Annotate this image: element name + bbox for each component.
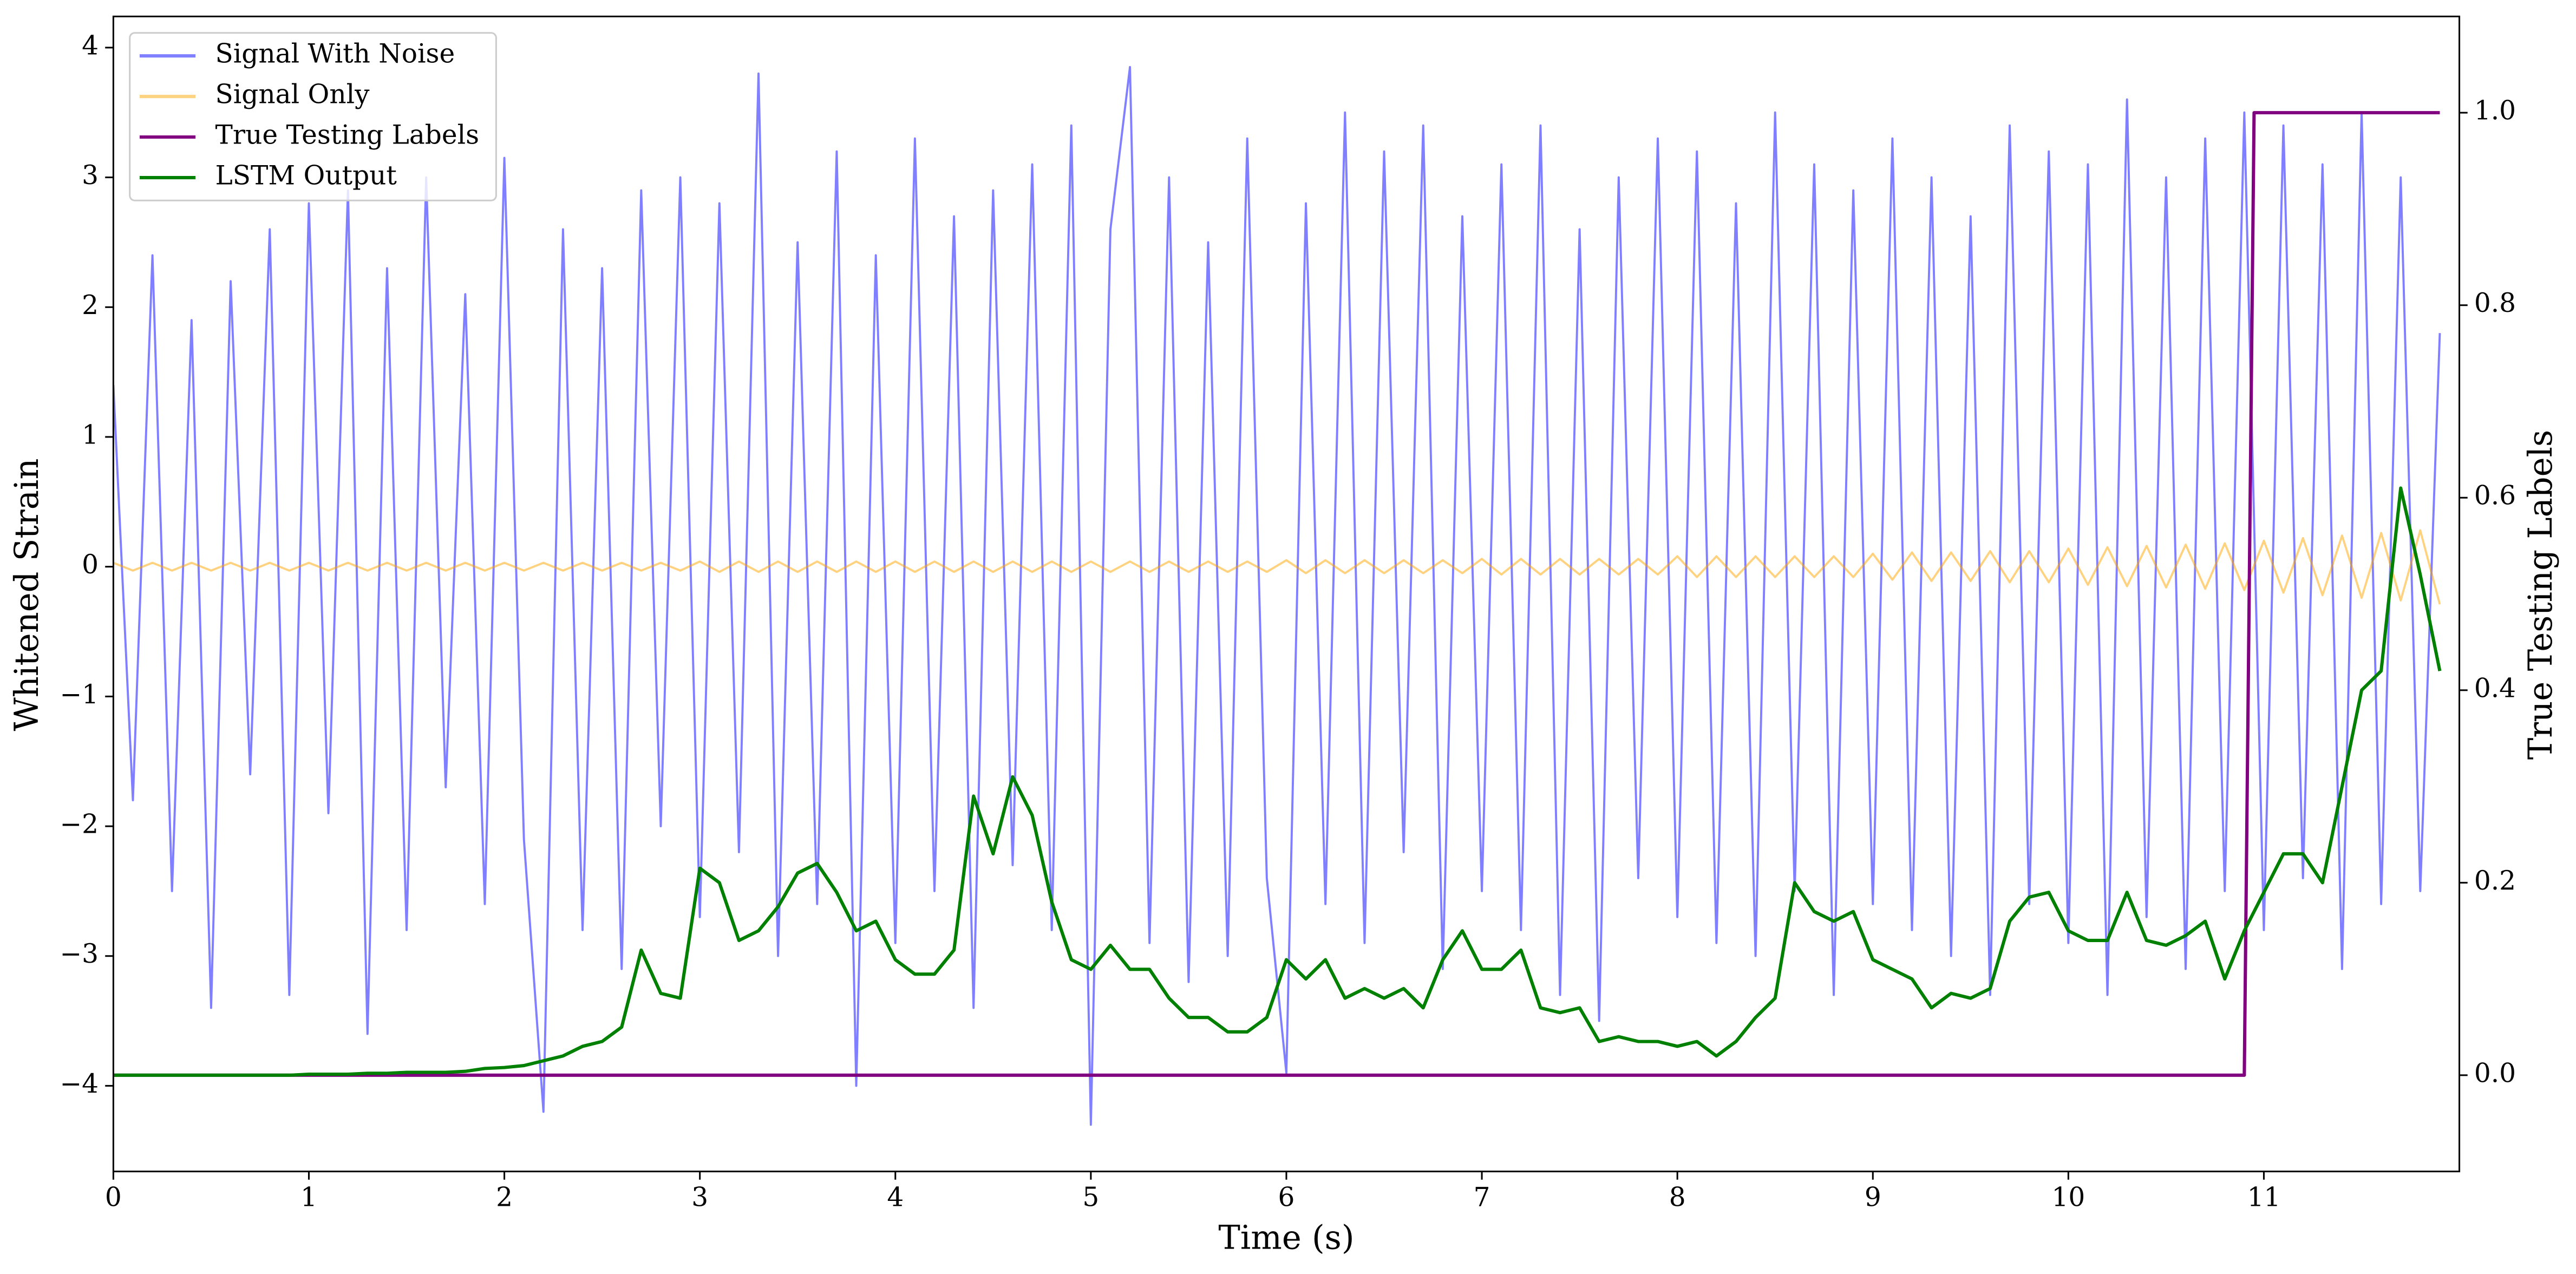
- legend: Signal With Noise Signal Only True Testing…: [129, 32, 497, 201]
- x-tick-label: 6: [1278, 1182, 1295, 1213]
- legend-text: True Testing Labels: [215, 120, 480, 151]
- x-tick-label: 3: [691, 1182, 708, 1213]
- y2-tick-label: 0.0: [2474, 1058, 2516, 1088]
- y2-axis-label: True Testing Labels: [2522, 430, 2560, 760]
- y2-tick-label: 1.0: [2474, 96, 2516, 126]
- series-line: [113, 486, 2442, 1077]
- legend-text: LSTM Output: [215, 161, 397, 191]
- plot-frame: [112, 15, 2461, 1173]
- y2-tick-label: 0.4: [2474, 673, 2516, 703]
- x-tick-label: 5: [1082, 1182, 1099, 1213]
- y2-tick-label: 0.8: [2474, 288, 2516, 318]
- x-tick-label: 10: [2051, 1182, 2085, 1213]
- x-axis-label: Time (s): [1218, 1219, 1354, 1257]
- x-tick-label: 2: [496, 1182, 513, 1213]
- x-tick-label: 4: [887, 1182, 904, 1213]
- y-tick-label: −1: [60, 680, 99, 710]
- x-tick-label: 11: [2247, 1182, 2281, 1213]
- x-tick-label: 8: [1669, 1182, 1686, 1213]
- legend-text: Signal Only: [215, 80, 370, 110]
- plot-area: [113, 66, 2442, 1126]
- x-tick-label: 9: [1865, 1182, 1881, 1213]
- legend-text: Signal With Noise: [215, 39, 455, 69]
- y-tick-label: 4: [82, 30, 99, 61]
- y-tick-label: −4: [60, 1069, 99, 1099]
- y2-tick-label: 0.6: [2474, 481, 2516, 511]
- y-tick-label: 3: [82, 160, 99, 191]
- y-tick-label: −3: [60, 939, 99, 969]
- y-tick-label: 1: [82, 420, 99, 450]
- x-tick-label: 0: [105, 1182, 122, 1213]
- series-line: [113, 529, 2441, 605]
- x-tick-label: 1: [300, 1182, 317, 1213]
- series-line: [113, 66, 2441, 1126]
- y-tick-label: 0: [82, 550, 99, 580]
- y-tick-label: −2: [60, 809, 99, 840]
- legend-box: [129, 32, 497, 201]
- y2-tick-label: 0.2: [2474, 866, 2516, 896]
- y-tick-label: 2: [82, 290, 99, 321]
- series-line: [113, 111, 2440, 1077]
- x-tick-label: 7: [1474, 1182, 1490, 1213]
- y-axis-label: Whitened Strain: [8, 459, 46, 731]
